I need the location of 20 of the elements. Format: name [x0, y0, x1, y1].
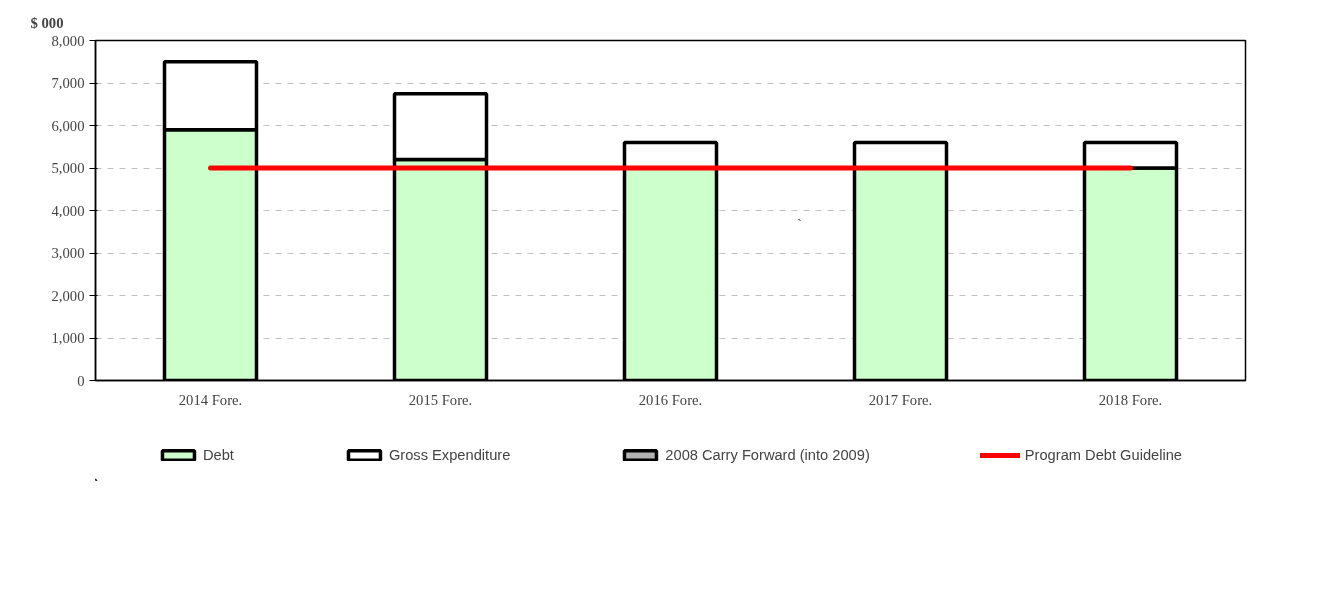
y-tick-label: 8,000 [51, 32, 85, 49]
y-tick-label: 7,000 [51, 75, 85, 91]
legend-label: Debt [202, 447, 234, 463]
x-tick-label: 2018 Fore. [1098, 391, 1163, 408]
legend-label: 2008 Carry Forward (into 2009) [665, 447, 870, 463]
x-tick-label: 2015 Fore. [408, 391, 473, 408]
y-tick-label: 0 [77, 372, 85, 389]
y-tick-label: 6,000 [51, 117, 85, 134]
y-tick-label: 5,000 [51, 160, 85, 176]
annotation: ` [797, 215, 802, 232]
y-tick-label: 1,000 [51, 330, 85, 346]
x-tick-label: 2014 Fore. [178, 391, 243, 408]
legend-label: Gross Expenditure [388, 447, 511, 463]
legend-label: Program Debt Guideline [1024, 447, 1183, 463]
y-tick-label: 2,000 [51, 287, 85, 304]
y-tick-label: 4,000 [51, 202, 85, 219]
y-axis-title: $ 000 [30, 14, 64, 31]
x-tick-label: 2017 Fore. [868, 391, 933, 408]
y-tick-label: 3,000 [51, 245, 85, 261]
x-tick-label: 2016 Fore. [638, 391, 703, 408]
